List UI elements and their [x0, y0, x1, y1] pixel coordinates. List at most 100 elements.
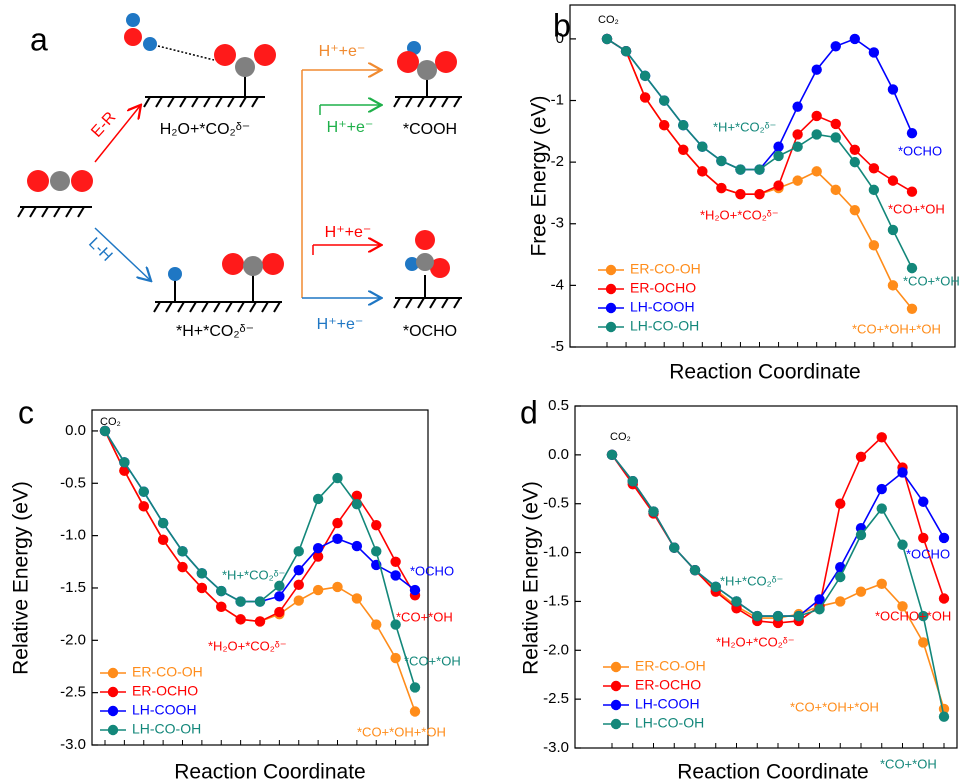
data-point	[735, 188, 746, 200]
data-point	[906, 127, 918, 139]
data-point	[887, 84, 899, 95]
data-point	[332, 517, 343, 529]
data-point	[811, 166, 822, 177]
data-point	[312, 551, 324, 562]
y-tick-label: 0.5	[548, 397, 569, 414]
panel-label: a	[30, 21, 48, 57]
data-point	[658, 119, 670, 131]
legend-marker	[107, 705, 119, 717]
legend-marker	[605, 283, 617, 295]
data-point	[716, 182, 727, 194]
data-point	[678, 144, 689, 156]
data-point	[409, 682, 421, 693]
data-point	[371, 546, 382, 557]
annotation: *H+*CO₂ᵟ⁻	[222, 567, 285, 582]
data-point	[918, 610, 929, 622]
data-point	[938, 593, 950, 604]
legend-label: ER-CO-OH	[132, 664, 203, 680]
data-point	[312, 584, 324, 596]
y-tick-label: -2.5	[60, 684, 86, 701]
step-label: H⁺+e⁻	[319, 43, 366, 60]
data-point	[773, 141, 784, 152]
atom	[214, 44, 236, 66]
annotation: *H+*CO₂ᵟ⁻	[720, 573, 783, 588]
series-line	[104, 430, 416, 623]
data-point	[235, 596, 246, 607]
data-point	[332, 581, 343, 593]
data-point	[876, 578, 887, 590]
legend-label: ER-OCHO	[635, 677, 701, 693]
data-point	[897, 601, 908, 612]
data-point	[639, 70, 651, 82]
bond	[157, 45, 215, 61]
y-tick-label: -1	[551, 91, 564, 108]
atom	[262, 253, 284, 275]
data-point	[792, 175, 803, 186]
legend-marker	[107, 686, 119, 698]
data-point	[235, 614, 246, 625]
data-point	[254, 616, 266, 627]
data-point	[312, 542, 324, 554]
data-point	[906, 186, 918, 197]
data-point	[639, 92, 651, 103]
data-point	[855, 586, 867, 597]
legend-marker	[605, 321, 617, 333]
atom	[235, 57, 255, 77]
step-label: H⁺+e⁻	[327, 119, 374, 136]
data-point	[99, 425, 111, 437]
arrow	[94, 227, 150, 280]
data-point	[697, 141, 708, 152]
legend-marker	[610, 699, 622, 711]
data-point	[606, 449, 618, 461]
y-axis-title: Free Energy (eV)	[528, 95, 551, 256]
atom	[243, 256, 263, 276]
data-point	[390, 652, 401, 664]
data-point	[876, 503, 887, 514]
data-point	[772, 610, 784, 622]
data-point	[906, 262, 918, 274]
legend-label: ER-CO-OH	[630, 261, 701, 277]
series-line	[606, 37, 913, 171]
data-point	[196, 568, 208, 579]
data-point	[390, 619, 401, 630]
data-point	[390, 556, 401, 567]
y-tick-label: 0.0	[548, 446, 569, 463]
y-tick-label: -4	[551, 276, 564, 293]
legend-label: LH-CO-OH	[132, 721, 201, 737]
atom	[50, 171, 70, 191]
data-point	[196, 582, 208, 594]
state-label: H₂O+*CO₂ᵟ⁻	[160, 121, 250, 138]
data-point	[274, 580, 285, 592]
data-point	[849, 33, 861, 45]
data-point	[868, 184, 880, 196]
atom	[254, 44, 276, 66]
series-line	[611, 454, 945, 617]
data-point	[119, 465, 130, 476]
step-label: H⁺+e⁻	[325, 224, 372, 241]
data-point	[793, 610, 804, 622]
surface	[393, 76, 462, 309]
data-point	[312, 493, 324, 505]
x-axis-title: Reaction Coordinate	[174, 761, 365, 783]
annotation: *CO+*OH	[880, 756, 937, 771]
panel-label: d	[520, 394, 538, 430]
data-point	[773, 180, 784, 191]
data-point	[835, 596, 846, 607]
surface	[17, 206, 92, 218]
data-point	[119, 457, 130, 468]
chart: d 0.5 0.0 -0.5 -1.0 -1.5 -2.0 -2.5 -3.0 Reaction …	[520, 394, 958, 783]
data-point	[351, 499, 363, 510]
diagram: a E-R L-H H₂O+*CO₂ᵟ⁻ *H+*CO₂ᵟ⁻	[17, 13, 462, 340]
annotation: CO₂	[598, 14, 619, 26]
chart: b0 -1 -2 -3 -4 -5 Reaction Coordinate Free Ener…	[528, 4, 960, 384]
y-tick-label: 0.0	[65, 422, 86, 439]
atom	[416, 253, 434, 271]
data-point	[710, 581, 721, 592]
data-point	[773, 150, 784, 162]
y-tick-label: -2.0	[60, 631, 86, 648]
data-point	[906, 303, 918, 314]
annotation: *OCHO	[906, 546, 950, 561]
data-point	[293, 595, 304, 606]
annotation: *OCHO+*OH	[875, 608, 951, 623]
